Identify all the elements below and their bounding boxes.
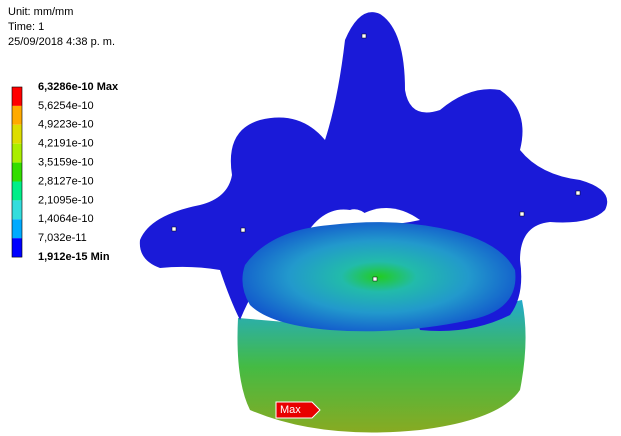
legend-band (12, 125, 22, 144)
legend-band (12, 144, 22, 163)
legend-band (12, 87, 22, 106)
legend: 6,3286e-10 Max 5,6254e-10 4,9223e-10 4,2191… (12, 81, 119, 263)
legend-label: 4,2191e-10 (38, 138, 94, 150)
legend-label: 1,912e-15 Min (38, 251, 110, 263)
legend-band (12, 219, 22, 238)
probe-label: Max (280, 404, 301, 416)
screen: Max Unit: mm/mm Time: 1 25/09/2018 4:38 … (0, 0, 621, 436)
legend-label: 7,032e-11 (38, 232, 87, 244)
legend-label: 1,4064e-10 (38, 213, 94, 225)
legend-band (12, 182, 22, 201)
legend-label: 2,8127e-10 (38, 175, 94, 187)
unit-text: Unit: mm/mm (8, 6, 73, 18)
endplate (242, 222, 515, 331)
legend-label: 3,5159e-10 (38, 157, 94, 169)
legend-label: 6,3286e-10 Max (38, 81, 119, 93)
legend-label: 4,9223e-10 (38, 119, 94, 131)
legend-label: 5,6254e-10 (38, 100, 94, 112)
legend-band (12, 200, 22, 219)
legend-band (12, 163, 22, 182)
probe-callout: Max (276, 402, 320, 418)
vertebra-model (140, 12, 607, 432)
time-text: Time: 1 (8, 21, 44, 33)
legend-band (12, 106, 22, 125)
legend-band (12, 238, 22, 257)
legend-label: 2,1095e-10 (38, 194, 94, 206)
date-text: 25/09/2018 4:38 p. m. (8, 36, 115, 48)
